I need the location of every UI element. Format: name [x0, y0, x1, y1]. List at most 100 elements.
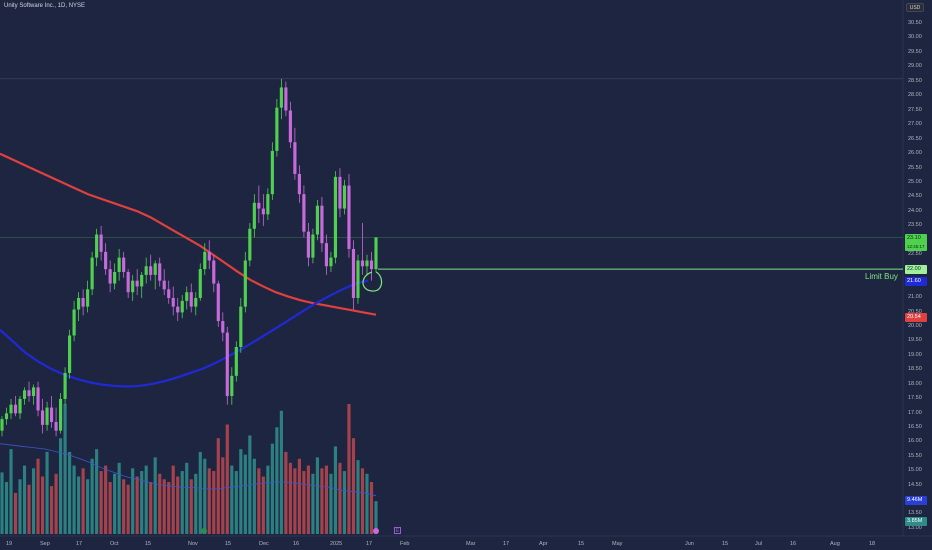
candle-body — [9, 404, 13, 414]
price-tick-label: 27.00 — [908, 121, 922, 127]
price-tick-label: 21.00 — [908, 294, 922, 300]
candle-body — [153, 263, 157, 275]
volume-bar — [45, 451, 49, 534]
time-tick-label: 19 — [6, 541, 13, 547]
candle-body — [216, 283, 220, 322]
dividend-event-icon — [201, 528, 207, 534]
price-tick-label: 30.00 — [908, 34, 922, 40]
price-tick-label: 17.00 — [908, 410, 922, 416]
candle-body — [221, 321, 225, 333]
volume-bar — [257, 468, 261, 534]
candle-body — [320, 205, 324, 244]
ma-red-badge: 20.54 — [905, 313, 927, 322]
candle-body — [207, 251, 211, 261]
volume-bar — [365, 473, 369, 534]
candle-body — [31, 387, 36, 397]
candle-body — [68, 335, 72, 373]
price-tick-label: 19.00 — [908, 352, 922, 358]
volume-bar — [234, 471, 238, 534]
price-tick-label: 14.50 — [908, 482, 922, 488]
candle-body — [297, 173, 301, 195]
time-tick-label: 16 — [293, 541, 300, 547]
price-tick-label: 13.00 — [908, 525, 922, 531]
volume-bar — [185, 462, 189, 534]
candle-body — [342, 185, 347, 209]
candle-body — [306, 231, 310, 258]
volume-bar — [13, 492, 18, 534]
volume-bar — [9, 449, 13, 534]
time-tick-label: 17 — [366, 541, 373, 547]
candle-body — [360, 260, 365, 267]
volume-badge: 3.85M — [905, 517, 927, 526]
candle-body — [302, 194, 306, 232]
ma-long-line — [0, 152, 377, 316]
candle-body — [270, 150, 274, 195]
volume-bar — [153, 457, 157, 534]
volume-bar — [54, 473, 58, 534]
candle-body — [266, 194, 270, 215]
volume-bar — [49, 486, 54, 534]
candle-body — [144, 266, 148, 275]
volume-bar — [374, 501, 378, 534]
volume-bar — [279, 410, 283, 534]
price-tick-label: 24.50 — [908, 193, 922, 199]
volume-bar — [324, 465, 329, 534]
volume-bar — [81, 468, 85, 534]
candle-body — [86, 289, 90, 307]
volume-bar — [221, 457, 225, 534]
volume-bar — [351, 438, 356, 534]
candle-body — [311, 234, 315, 258]
candle-body — [194, 297, 198, 307]
price-tick-label: 27.50 — [908, 107, 922, 113]
volume-bar — [369, 482, 374, 534]
candle-body — [27, 390, 31, 397]
volume-bar — [243, 454, 247, 534]
volume-bar — [176, 476, 180, 534]
time-tick-label: 18 — [869, 541, 876, 547]
time-tick-label: Jun — [685, 541, 694, 547]
candle-body — [279, 87, 283, 108]
candle-body — [374, 237, 378, 270]
volume-bar — [239, 449, 243, 534]
candle-body — [90, 257, 94, 290]
volume-bar — [95, 449, 99, 534]
candle-body — [180, 300, 184, 313]
limit-buy-label[interactable]: Limit Buy — [865, 272, 898, 281]
candle-body — [140, 274, 144, 287]
time-tick-label: Sep — [40, 541, 50, 547]
volume-bar — [180, 471, 184, 534]
candle-body — [135, 280, 139, 287]
candle-body — [13, 404, 18, 414]
candle-body — [284, 87, 288, 111]
candle-body — [108, 269, 112, 284]
candle-body — [248, 228, 252, 261]
volume-bar — [315, 457, 319, 534]
time-tick-label: Feb — [400, 541, 410, 547]
volume-bar — [261, 476, 265, 534]
volume-bar — [306, 465, 310, 534]
split-event-icon — [373, 528, 379, 534]
volume-bar — [126, 484, 130, 534]
volume-bar — [311, 473, 315, 534]
time-tick-label: Mar — [466, 541, 476, 547]
candle-body — [288, 110, 292, 143]
currency-button[interactable]: USD — [906, 3, 924, 12]
ma-blue-badge: 21.60 — [905, 277, 927, 286]
volume-bar — [158, 473, 162, 534]
time-tick-label: Oct — [110, 541, 119, 547]
volume-ma-line — [0, 443, 377, 497]
candle-body — [369, 260, 374, 270]
volume-bar — [149, 482, 153, 534]
candle-body — [329, 257, 333, 267]
candle-body — [122, 257, 126, 273]
volume-bar — [189, 479, 193, 534]
candle-body — [198, 269, 202, 298]
candle-body — [176, 306, 180, 313]
earnings-event-marker[interactable]: E — [394, 527, 401, 534]
candle-body — [185, 292, 189, 301]
candle-body — [239, 306, 243, 348]
candle-body — [4, 413, 9, 420]
volume-bar — [86, 479, 90, 534]
volume-bar — [63, 404, 67, 534]
